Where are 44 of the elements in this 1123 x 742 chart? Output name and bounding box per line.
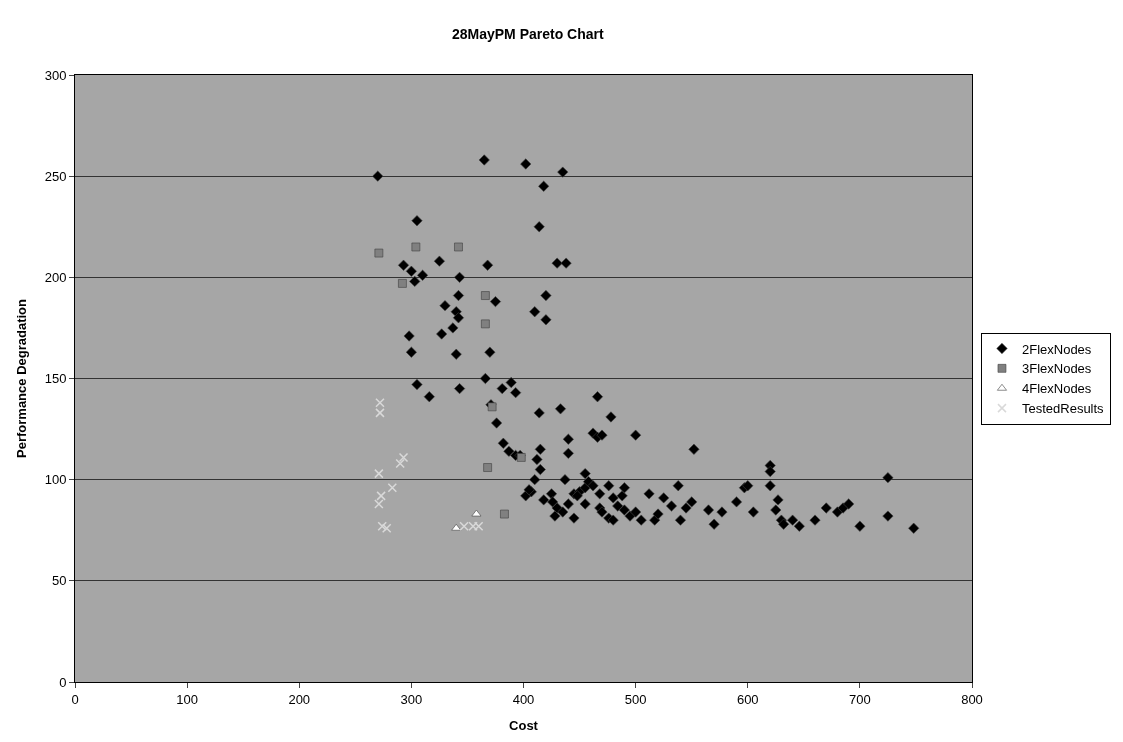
y-tick-label: 0	[59, 674, 67, 690]
x-tick-label: 500	[624, 691, 647, 707]
point	[377, 521, 387, 531]
x-tick-label: 200	[288, 691, 311, 707]
y-tick-label: 150	[44, 371, 67, 387]
point	[411, 242, 421, 252]
x-tick-label: 300	[400, 691, 423, 707]
point	[500, 509, 509, 519]
x-tick-label: 0	[71, 691, 79, 707]
point	[451, 523, 462, 531]
point	[398, 452, 409, 463]
point	[374, 499, 384, 509]
legend-label: TestedResults	[1021, 401, 1105, 417]
point	[395, 458, 405, 469]
y-tick-label: 50	[51, 573, 67, 589]
point	[481, 291, 490, 300]
x-tick-label: 700	[849, 691, 871, 707]
point	[471, 509, 482, 517]
x-axis-title: Cost	[509, 718, 539, 734]
point	[374, 468, 384, 479]
x-tick-label: 100	[176, 691, 198, 707]
chart-title: 28MayPM Pareto Chart	[451, 26, 605, 43]
y-tick-label: 100	[44, 472, 67, 488]
legend-label: 3FlexNodes	[1021, 361, 1092, 377]
y-axis-title: Performance Degradation	[13, 298, 29, 458]
point	[374, 248, 384, 258]
point	[375, 408, 385, 418]
y-tick-label: 250	[44, 168, 67, 184]
point	[398, 279, 407, 288]
y-tick-label: 300	[44, 67, 67, 83]
point	[376, 491, 386, 501]
legend-label: 2FlexNodes	[1021, 341, 1092, 357]
point	[454, 242, 463, 252]
point	[483, 463, 492, 472]
y-tick-label: 200	[44, 269, 67, 285]
legend-label: 4FlexNodes	[1021, 381, 1092, 397]
x-tick-label: 400	[512, 691, 535, 707]
x-tick-label: 800	[961, 691, 983, 707]
point	[481, 319, 490, 329]
point	[381, 523, 392, 533]
point	[387, 483, 398, 493]
point	[375, 398, 385, 408]
x-tick-label: 600	[736, 691, 759, 707]
point	[516, 453, 526, 462]
